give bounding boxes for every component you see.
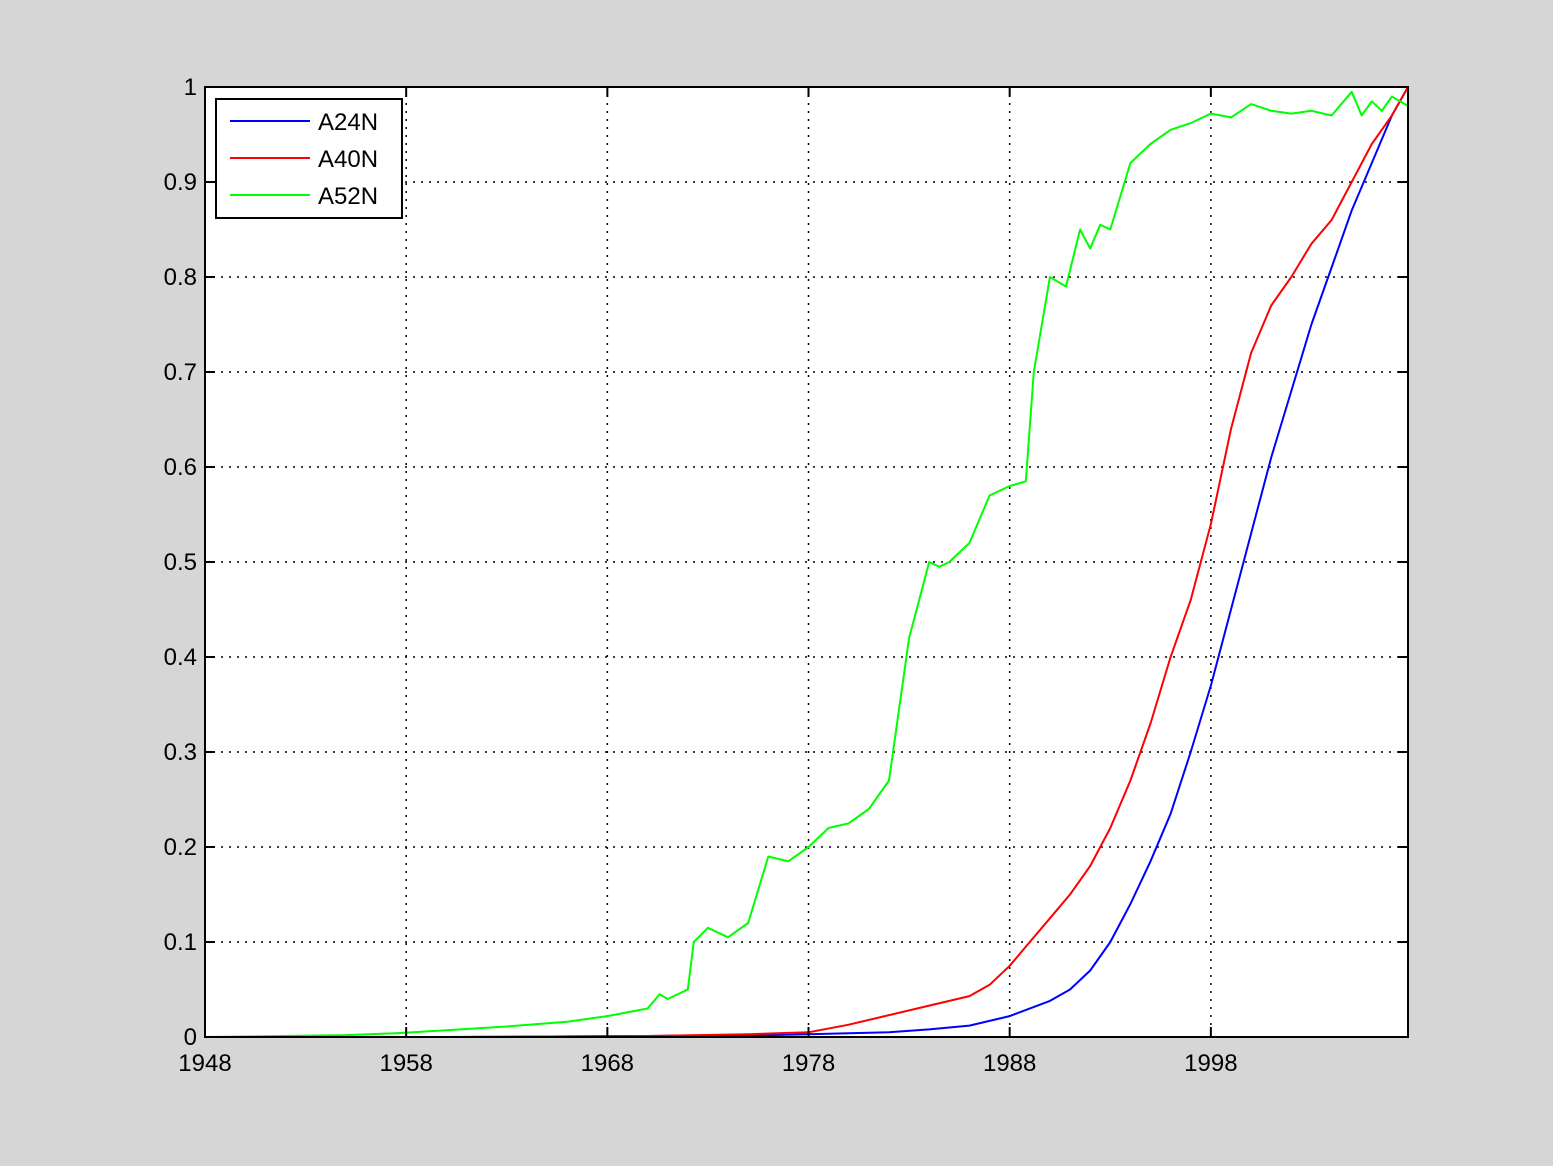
x-tick-label: 1988 bbox=[983, 1050, 1036, 1077]
x-tick-label: 1948 bbox=[178, 1050, 231, 1077]
legend-label: A52N bbox=[318, 183, 378, 210]
y-tick-label: 0.2 bbox=[164, 834, 197, 861]
y-tick-label: 0.6 bbox=[164, 454, 197, 481]
y-tick-label: 0.8 bbox=[164, 264, 197, 291]
y-tick-label: 1 bbox=[184, 74, 197, 101]
y-tick-label: 0.1 bbox=[164, 929, 197, 956]
legend: A24N A40N A52N bbox=[215, 98, 403, 219]
y-tick-label: 0.4 bbox=[164, 644, 197, 671]
axis-ticks: 1948 1958 1968 1978 1988 1998 0 0.1 0.2 0.3 0.4 0.5… bbox=[164, 74, 1408, 1077]
x-tick-label: 1978 bbox=[782, 1050, 835, 1077]
y-tick-label: 0.7 bbox=[164, 359, 197, 386]
y-tick-label: 0.9 bbox=[164, 169, 197, 196]
legend-label: A24N bbox=[318, 109, 378, 136]
series-line-a52n bbox=[204, 90, 1409, 1038]
y-tick-label: 0 bbox=[184, 1024, 197, 1051]
y-tick-label: 0.3 bbox=[164, 739, 197, 766]
series-line-a24n bbox=[205, 86, 1409, 1038]
grid bbox=[205, 87, 1408, 1037]
x-tick-label: 1958 bbox=[379, 1050, 432, 1077]
x-tick-label: 1968 bbox=[581, 1050, 634, 1077]
series-line-a40n bbox=[205, 86, 1409, 1038]
y-tick-label: 0.5 bbox=[164, 549, 197, 576]
x-tick-label: 1998 bbox=[1184, 1050, 1237, 1077]
series-layer bbox=[204, 86, 1409, 1038]
legend-label: A40N bbox=[318, 146, 378, 173]
